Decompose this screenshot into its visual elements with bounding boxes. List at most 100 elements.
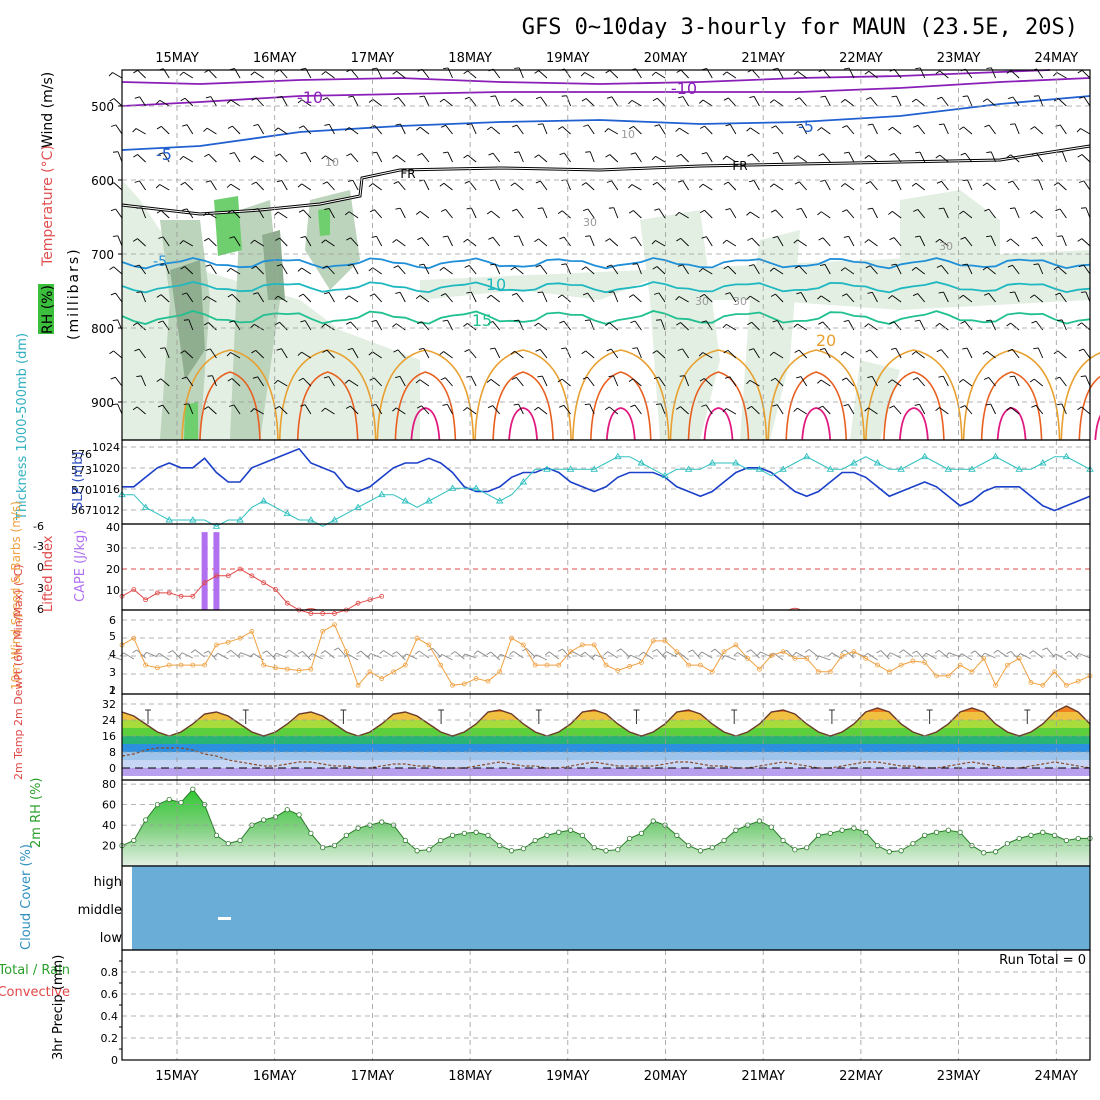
wind-barb <box>561 378 571 387</box>
wind-barb-tick <box>864 407 869 412</box>
wind-barb <box>208 322 217 331</box>
wind-barb <box>304 236 312 247</box>
wind-barb <box>1081 406 1091 415</box>
wind-barb <box>1010 322 1020 331</box>
wind-barb-tick <box>134 348 140 352</box>
wind-barb-tick <box>1008 96 1014 100</box>
wind-barb <box>159 99 170 107</box>
wind-barb <box>183 155 194 163</box>
thickness-tick-label: 567 <box>71 504 92 517</box>
wind-barb <box>233 236 241 247</box>
rh-tick-label: 40 <box>102 819 116 832</box>
wind-barb-tick <box>395 375 401 379</box>
wind-barb-tick <box>699 293 705 298</box>
wind-barb-tick <box>300 320 306 323</box>
wind-barb-tick <box>652 266 658 270</box>
wind-barb <box>230 267 241 275</box>
wind-speed-point <box>532 662 538 668</box>
wind-barb-tick <box>418 263 425 266</box>
wind-barb-tick <box>723 349 729 354</box>
wind-barb-tick <box>379 650 384 655</box>
wind-barb-tick <box>1006 322 1011 327</box>
wind-barb-tick <box>984 292 989 296</box>
wind-barb <box>492 152 501 163</box>
wind-barb <box>447 319 453 331</box>
temp-contour-30 <box>899 407 929 441</box>
wind-barb-tick <box>581 350 587 355</box>
wind-barb <box>655 71 666 79</box>
wind-barb <box>729 376 737 387</box>
wind-barb <box>257 376 265 387</box>
wind-barb-tick <box>417 237 423 241</box>
wind-barb-tick <box>772 320 778 323</box>
wind-barb <box>301 99 312 107</box>
wind-barb <box>352 348 359 359</box>
wind-speed-point <box>863 655 869 661</box>
rh-point <box>615 847 621 853</box>
wind-barb-tick <box>110 376 116 380</box>
wind-barb-tick <box>608 291 614 293</box>
wind-barb <box>514 182 524 191</box>
wind-barb-tick <box>298 293 304 297</box>
wind-barb-tick <box>957 653 963 658</box>
rh-point <box>627 835 633 842</box>
wind-barb-tick <box>864 323 869 328</box>
wind-barb <box>844 351 855 359</box>
temp-contour-25 <box>1078 375 1100 441</box>
wind-barb <box>822 405 831 415</box>
wind-barb-tick <box>867 207 873 210</box>
wind-barb-tick <box>395 207 401 210</box>
wind-barb-tick <box>655 403 661 405</box>
wind-barb <box>871 376 878 387</box>
wind-barb <box>846 209 855 219</box>
wind-barb <box>775 293 784 303</box>
cloud-label: Cloud Cover (%) <box>19 844 34 950</box>
wind-speed-point <box>520 642 526 648</box>
wind-barb-tick <box>439 267 445 271</box>
wind-barb <box>943 291 949 303</box>
pressure-tick-label: 700 <box>91 248 114 262</box>
date-label-top: 22MAY <box>839 51 883 66</box>
temp-contour-25 <box>590 371 652 441</box>
wind-barb <box>880 650 890 660</box>
wind-barb-tick <box>322 349 328 353</box>
lifted-index-point <box>355 600 361 606</box>
wind-speed-point <box>379 676 385 681</box>
slp-tick-label: 1016 <box>92 483 120 496</box>
wind-barb-tick <box>984 208 990 212</box>
rh-point <box>166 796 172 803</box>
wind-barb-tick <box>226 99 232 104</box>
wind-barb-tick <box>179 71 184 76</box>
wind-barb-tick <box>628 125 634 130</box>
wind-barb <box>352 180 359 191</box>
wind-barb-tick <box>347 263 353 267</box>
wind-barb <box>399 292 406 303</box>
wind-barb-tick <box>654 124 660 127</box>
rh-point <box>567 827 574 833</box>
wind-barb-tick <box>110 208 116 212</box>
wind-barb-tick <box>229 236 235 239</box>
wind-barb <box>703 378 713 387</box>
wind-barb-tick <box>511 292 517 296</box>
wind-barb <box>469 181 477 191</box>
wind-barb <box>1014 291 1020 303</box>
wind-barb-tick <box>308 653 313 658</box>
wind-barb-tick <box>1007 264 1013 268</box>
wind-barb-tick <box>489 347 496 350</box>
wind-barb-tick <box>958 379 964 383</box>
wind-barb <box>141 291 147 303</box>
date-label-top: 17MAY <box>351 51 395 66</box>
wind-barb-tick <box>984 124 990 128</box>
wind-barb <box>797 155 807 163</box>
thickness-point <box>212 522 221 529</box>
wind-barb <box>986 182 996 191</box>
wind-barb <box>210 96 217 107</box>
wind-barb-tick <box>1078 264 1084 268</box>
wind-barb <box>656 182 666 191</box>
wind-barb <box>326 181 335 191</box>
date-label-bottom: 15MAY <box>155 1069 199 1084</box>
wind-barb <box>773 267 784 275</box>
wind-barb-tick <box>275 153 280 157</box>
rh-point <box>261 817 267 823</box>
